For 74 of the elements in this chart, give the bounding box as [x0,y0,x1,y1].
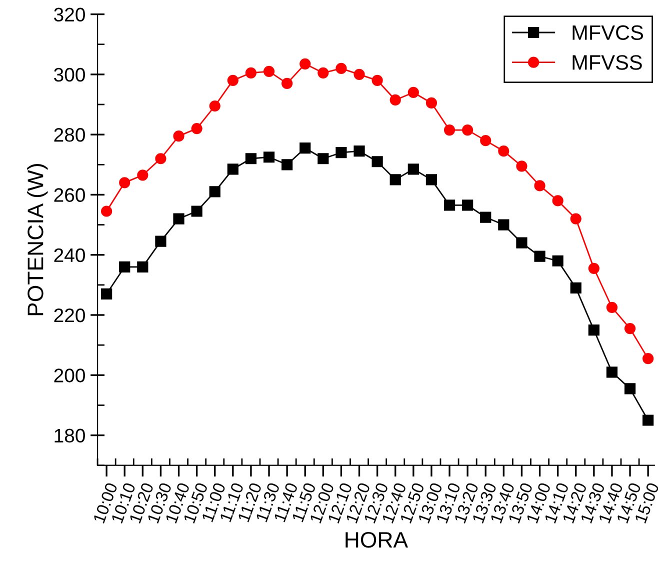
point [155,153,166,164]
point [300,58,311,70]
point [209,100,220,112]
y-tick-label: 220 [54,308,85,322]
point [318,153,329,164]
y-tick-label: 320 [54,8,85,22]
point [191,122,202,134]
y-tick-label: 300 [54,68,85,82]
point [534,180,546,192]
point [191,206,202,217]
point [498,146,510,157]
point [282,78,293,89]
point [462,200,474,211]
point [263,66,275,77]
point [588,324,600,336]
point [552,195,564,206]
y-tick-label: 260 [54,188,85,202]
point [480,135,492,146]
point [173,213,184,224]
point [263,152,275,163]
point [390,174,401,186]
point [624,383,636,394]
legend-label: MFVCS [572,25,644,40]
point [354,146,365,157]
point [119,177,130,188]
point [426,97,438,109]
y-tick-label: 280 [54,128,85,142]
point [300,142,311,154]
point [390,94,401,106]
point [534,250,546,262]
point [408,86,419,98]
point [498,219,510,230]
point [606,366,618,378]
point [372,74,383,86]
point [227,164,238,175]
point [137,261,148,272]
point [245,153,257,164]
legend-label: MFVSS [572,55,642,70]
point [245,67,257,78]
point [444,200,456,211]
y-tick-label: 180 [54,428,85,443]
point [408,164,419,175]
point [462,124,474,136]
point [552,255,564,266]
point [101,288,112,300]
point [282,159,293,170]
point [642,414,654,426]
point [101,206,112,217]
point [137,170,148,181]
point [624,322,636,334]
point [318,67,329,78]
point [516,237,528,248]
point [354,68,365,80]
y-tick-label: 240 [54,248,85,262]
point [570,213,582,224]
point [336,147,347,158]
point [372,156,383,168]
point [426,174,438,186]
x-axis-title: HORA [346,532,408,548]
point [119,261,130,272]
point [209,186,220,198]
point [516,160,528,172]
point [642,353,654,364]
y-axis-title: POTENCIA (W) [27,164,48,316]
point [444,124,456,136]
point [173,130,184,142]
point [480,212,492,223]
point [336,62,347,74]
y-tick-label: 200 [54,368,85,382]
point [570,282,582,294]
point [588,262,600,274]
point [606,302,618,314]
point [227,74,238,86]
point [155,236,166,247]
